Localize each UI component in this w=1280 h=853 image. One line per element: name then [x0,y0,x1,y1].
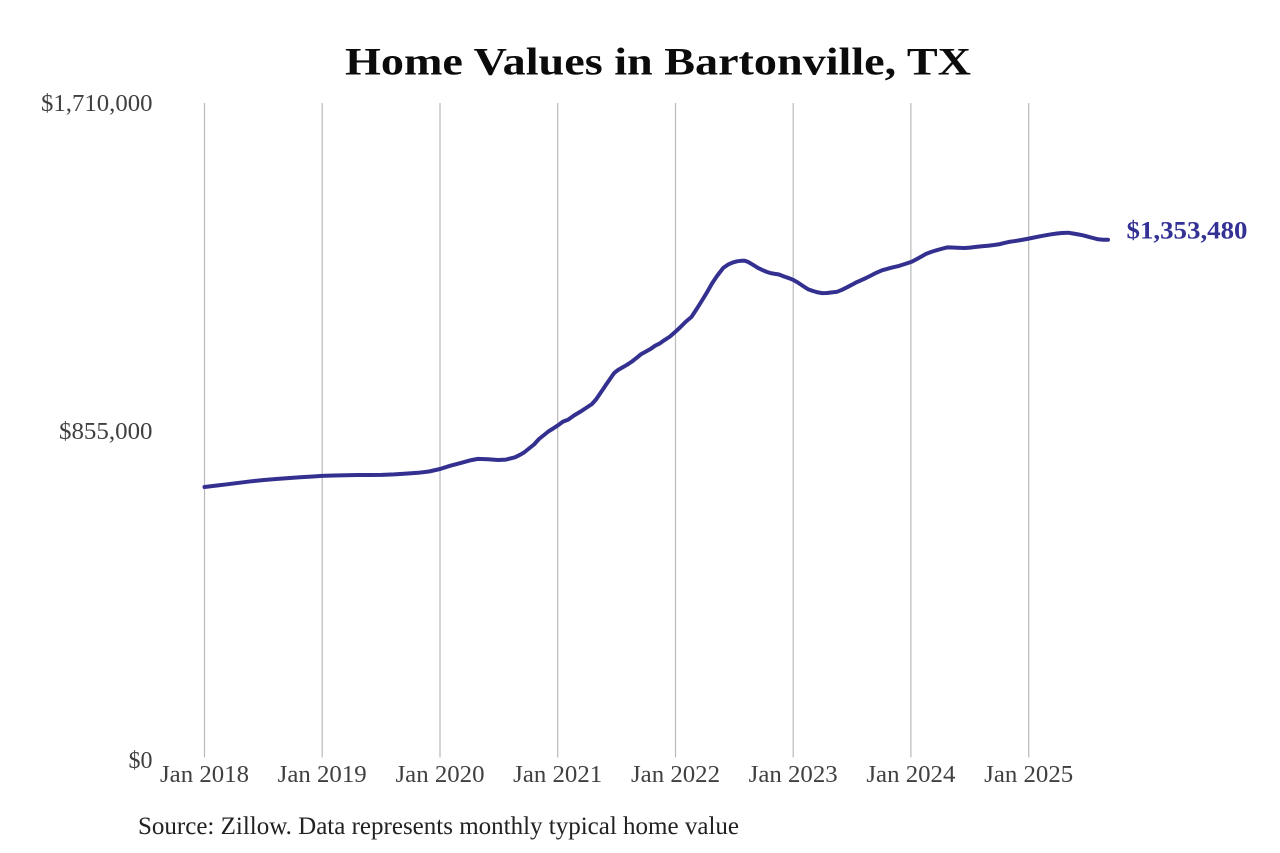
svg-text:Jan 2022: Jan 2022 [631,762,720,788]
svg-text:Jan 2021: Jan 2021 [513,762,602,788]
svg-text:Jan 2018: Jan 2018 [160,762,249,788]
svg-text:$855,000: $855,000 [59,419,153,445]
svg-text:Source: Zillow. Data represent: Source: Zillow. Data represents monthly … [138,813,739,840]
svg-text:$1,353,480: $1,353,480 [1127,218,1248,245]
svg-text:Jan 2024: Jan 2024 [866,762,955,788]
svg-text:Jan 2023: Jan 2023 [749,762,838,788]
svg-text:Home Values in Bartonville, TX: Home Values in Bartonville, TX [345,41,971,84]
svg-text:$0: $0 [129,748,153,774]
svg-text:Jan 2019: Jan 2019 [278,762,367,788]
svg-text:$1,710,000: $1,710,000 [41,91,153,117]
svg-text:Jan 2025: Jan 2025 [984,762,1073,788]
svg-text:Jan 2020: Jan 2020 [396,762,485,788]
